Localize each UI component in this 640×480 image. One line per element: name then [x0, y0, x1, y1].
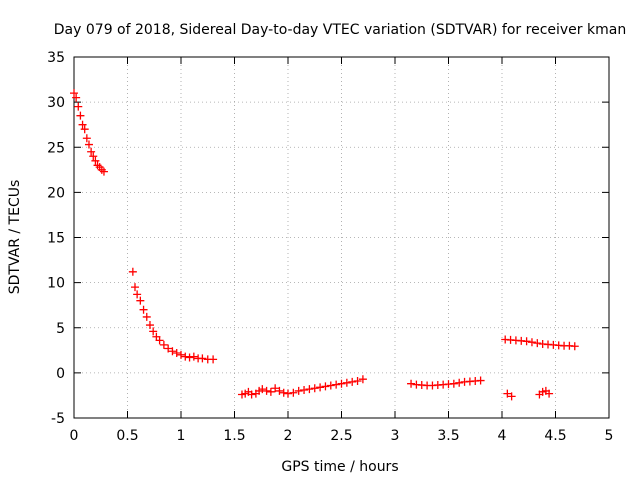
data-point	[449, 379, 458, 388]
data-point	[289, 388, 298, 397]
y-axis: -5 0 5 10 15 20 25 30 35	[47, 50, 609, 427]
x-axis: 0 0.5 1 1.5 2 2.5 3 3.5 4 4.5 5	[70, 57, 614, 444]
y-tick-label: 10	[47, 276, 65, 292]
data-point	[209, 355, 218, 364]
data-point	[159, 340, 168, 349]
x-tick-label: 4.5	[544, 428, 566, 444]
data-point	[142, 312, 151, 321]
data-point	[198, 354, 207, 363]
data-point	[545, 389, 554, 398]
data-point	[284, 389, 292, 398]
y-tick-label: 15	[47, 231, 65, 247]
data-point	[145, 321, 154, 330]
data-point	[76, 111, 85, 120]
data-point	[348, 377, 357, 386]
data-point	[130, 283, 139, 292]
data-point	[136, 296, 145, 305]
y-tick-label: 25	[47, 140, 65, 156]
data-point	[407, 379, 416, 388]
data-point	[476, 376, 485, 385]
data-point	[91, 156, 100, 165]
y-tick-label: -5	[51, 411, 65, 427]
data-point	[305, 385, 314, 394]
data-point	[89, 152, 98, 161]
data-point	[247, 390, 256, 399]
data-points	[70, 89, 579, 401]
y-tick-label: 35	[47, 50, 65, 66]
data-point	[189, 352, 198, 361]
data-point	[155, 336, 164, 345]
y-tick-label: 5	[56, 321, 65, 337]
data-point	[522, 337, 531, 346]
data-point	[139, 305, 148, 314]
x-axis-label: GPS time / hours	[281, 459, 398, 475]
x-tick-label: 1.5	[223, 428, 245, 444]
data-point	[342, 378, 351, 387]
data-point	[455, 378, 464, 387]
data-point	[332, 380, 341, 389]
x-tick-label: 3	[391, 428, 400, 444]
data-point	[149, 327, 158, 336]
data-point	[168, 347, 177, 356]
data-point	[266, 387, 275, 396]
x-tick-label: 2	[284, 428, 293, 444]
data-point	[185, 353, 194, 362]
data-point	[74, 102, 83, 111]
data-point	[82, 134, 91, 143]
data-point	[271, 384, 280, 393]
data-point	[570, 342, 579, 351]
y-tick-label: 0	[56, 366, 65, 382]
data-point	[300, 386, 309, 395]
data-point	[503, 389, 512, 398]
x-tick-label: 3.5	[437, 428, 459, 444]
x-tick-label: 1	[177, 428, 186, 444]
y-tick-label: 30	[47, 95, 65, 111]
data-point	[133, 290, 142, 299]
x-tick-label: 0	[70, 428, 79, 444]
data-point	[316, 383, 325, 392]
data-point	[177, 350, 185, 359]
data-point	[87, 147, 96, 156]
y-axis-label: SDTVAR / TECUs	[7, 180, 23, 295]
data-point	[99, 167, 108, 176]
chart-title: Day 079 of 2018, Sidereal Day-to-day VTE…	[54, 22, 626, 38]
data-point	[128, 267, 137, 276]
data-point	[72, 93, 81, 102]
data-point	[262, 386, 271, 395]
data-point	[78, 120, 87, 129]
grid	[74, 57, 609, 418]
x-tick-label: 5	[605, 428, 614, 444]
data-point	[172, 349, 181, 358]
data-point	[358, 375, 367, 384]
x-tick-label: 0.5	[116, 428, 138, 444]
data-point	[326, 381, 335, 390]
data-point	[527, 338, 536, 347]
data-point	[337, 379, 346, 388]
data-point	[321, 382, 330, 391]
x-tick-label: 4	[498, 428, 507, 444]
x-tick-label: 2.5	[330, 428, 352, 444]
data-point	[84, 140, 93, 149]
data-point	[275, 386, 284, 395]
data-point	[353, 376, 362, 385]
data-point	[181, 352, 190, 361]
data-point	[533, 339, 542, 348]
data-point	[294, 386, 303, 395]
y-tick-label: 20	[47, 185, 65, 201]
data-point	[70, 89, 78, 98]
data-point	[80, 125, 89, 134]
data-point	[310, 384, 319, 393]
data-point	[164, 344, 173, 353]
data-point	[279, 388, 288, 397]
data-point	[507, 392, 516, 401]
data-point	[258, 385, 267, 394]
